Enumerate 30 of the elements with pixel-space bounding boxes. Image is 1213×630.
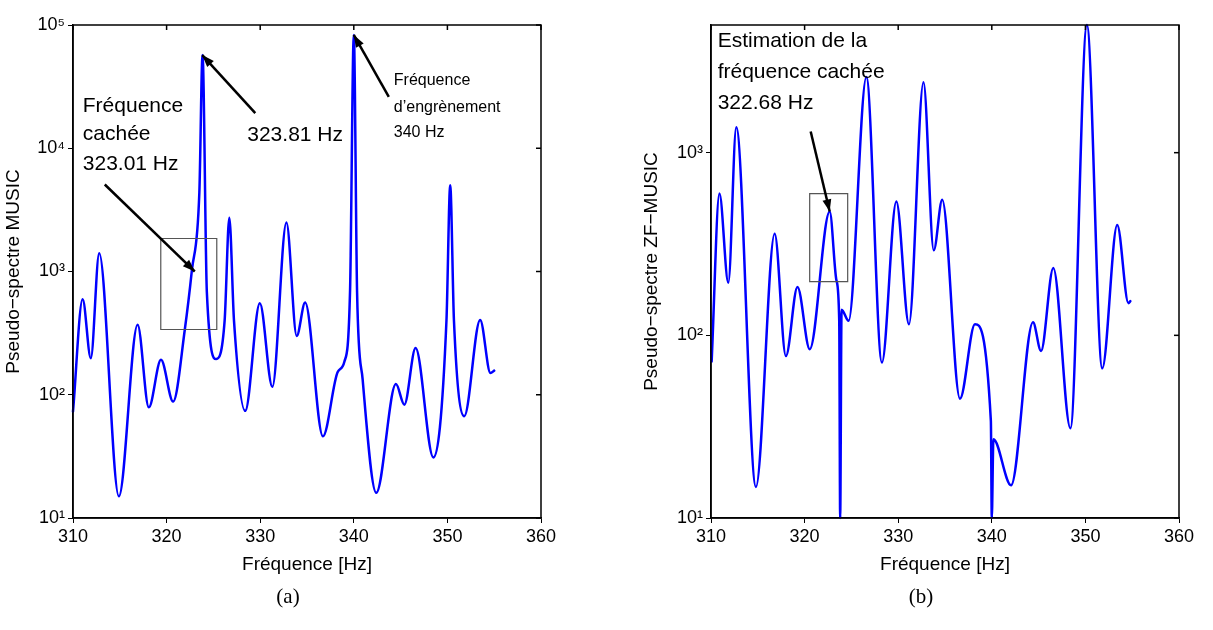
y-tick-label: 10³ xyxy=(38,260,66,281)
y-tick-label: 10² xyxy=(676,324,704,345)
text: (a) xyxy=(275,584,301,609)
x-tick-label: 330 xyxy=(883,525,914,546)
y-axis-title: Pseudo−spectre ZF−MUSIC xyxy=(639,152,661,391)
x-tick-label: 360 xyxy=(525,525,557,546)
x-tick-label: 360 xyxy=(1163,525,1195,546)
x-tick-label: 350 xyxy=(432,525,463,546)
x-axis-title: Fréquence [Hz] xyxy=(880,552,1010,574)
y-tick-label: 10¹ xyxy=(38,506,66,527)
annotation: 323.81 Hz xyxy=(247,121,343,145)
y-tick-label: 10⁴ xyxy=(37,137,65,158)
x-tick-label: 320 xyxy=(789,525,820,546)
y-tick-label: 10⁵ xyxy=(37,13,65,34)
y-tick-label: 10² xyxy=(38,383,66,404)
y-axis-title: Pseudo−spectre MUSIC xyxy=(1,169,23,374)
x-tick-label: 340 xyxy=(976,525,1007,546)
x-tick-label: 320 xyxy=(151,525,182,546)
y-tick-label: 10³ xyxy=(676,141,704,162)
x-tick-label: 350 xyxy=(1070,525,1101,546)
x-tick-label: 340 xyxy=(338,525,369,546)
annotation: Fréquence d’engrènement 340 Hz xyxy=(393,71,502,141)
x-tick-label: 330 xyxy=(245,525,276,546)
annotation: Estimation de la fréquence cachée 322.68 Hz xyxy=(717,28,885,114)
text: (b) xyxy=(907,584,935,609)
x-axis-title: Fréquence [Hz] xyxy=(242,552,372,574)
annotation: Fréquence cachée 323.01 Hz xyxy=(82,93,184,175)
x-tick-label: 310 xyxy=(57,525,89,546)
y-tick-label: 10¹ xyxy=(676,506,704,527)
x-tick-label: 310 xyxy=(695,525,727,546)
